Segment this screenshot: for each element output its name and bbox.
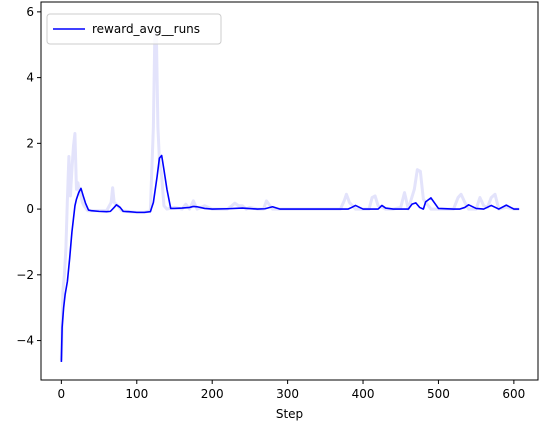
x-tick-label: 400 (352, 387, 375, 401)
legend-label-reward-avg-runs: reward_avg__runs (92, 22, 200, 36)
legend-box (46, 13, 222, 45)
y-tick-label: 6 (26, 5, 34, 19)
y-tick-label: 4 (26, 71, 34, 85)
y-tick-label: −2 (16, 268, 34, 282)
smoothed-reward-series-line (60, 154, 520, 362)
series-layer (59, 30, 520, 362)
x-tick-label: 500 (427, 387, 450, 401)
x-tick-label: 0 (58, 387, 66, 401)
legend: reward_avg__runs (46, 13, 222, 45)
x-axis-label: Step (276, 407, 303, 421)
y-tick-label: 2 (26, 136, 34, 150)
x-tick-label: 300 (276, 387, 299, 401)
x-tick-label: 600 (502, 387, 525, 401)
y-tick-label: −4 (16, 334, 34, 348)
ticks-layer: 0 100 200 300 400 500 600 −4 −2 0 2 4 6 (16, 5, 525, 401)
x-tick-label: 200 (201, 387, 224, 401)
raw-reward-series-line (59, 30, 520, 361)
y-tick-label: 0 (26, 202, 34, 216)
plot-area-frame (40, 1, 539, 381)
x-tick-label: 100 (125, 387, 148, 401)
